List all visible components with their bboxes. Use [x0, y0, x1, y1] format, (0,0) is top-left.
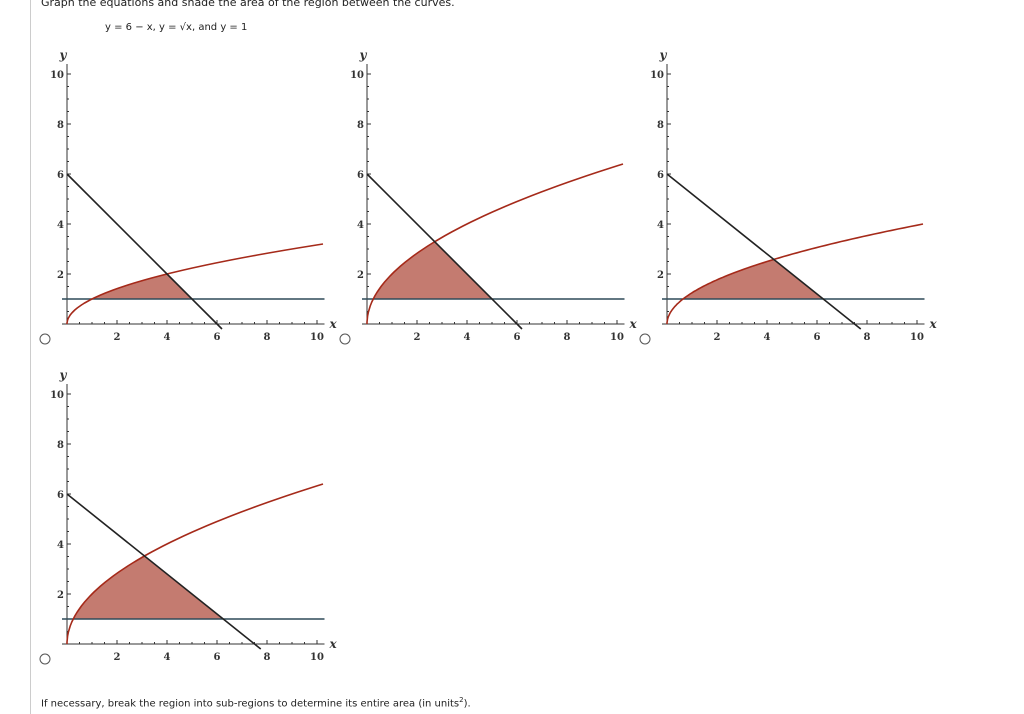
x-tick-label: 2 [114, 652, 121, 663]
x-tick-label: 8 [564, 332, 571, 343]
shaded-region [373, 241, 492, 299]
sqrt-curve [366, 163, 624, 324]
x-axis-label: x [329, 637, 338, 651]
x-tick-label: 10 [310, 332, 324, 343]
footer-text: If necessary, break the region into sub-… [41, 696, 471, 709]
y-tick-label: 10 [350, 70, 364, 81]
x-tick-label: 6 [214, 332, 221, 343]
x-tick-label: 4 [464, 332, 471, 343]
linear-line [666, 173, 862, 330]
x-tick-label: 4 [164, 332, 171, 343]
y-axis-label: y [59, 48, 68, 62]
x-tick-label: 8 [264, 652, 271, 663]
x-axis-label: x [329, 317, 338, 331]
linear-line [66, 493, 262, 650]
y-tick-label: 8 [357, 120, 364, 131]
y-tick-label: 10 [50, 70, 64, 81]
x-tick-label: 6 [214, 652, 221, 663]
x-tick-label: 2 [414, 332, 421, 343]
x-tick-label: 8 [264, 332, 271, 343]
y-tick-label: 8 [57, 440, 64, 451]
radio-option-4[interactable] [39, 653, 51, 665]
linear-line [66, 173, 223, 330]
y-tick-label: 10 [50, 390, 64, 401]
y-tick-label: 10 [650, 70, 664, 81]
y-tick-label: 6 [357, 170, 364, 181]
y-axis-label: y [359, 48, 368, 62]
y-tick-label: 2 [357, 270, 364, 281]
x-tick-label: 2 [114, 332, 121, 343]
y-tick-label: 4 [357, 220, 364, 231]
y-tick-label: 6 [657, 170, 664, 181]
shaded-region [92, 274, 192, 299]
footer-sup: 2 [459, 696, 464, 704]
radio-option-2[interactable] [339, 333, 351, 345]
sqrt-curve [66, 483, 324, 644]
radio-option-1[interactable] [39, 333, 51, 345]
y-tick-label: 2 [657, 270, 664, 281]
footer-main: If necessary, break the region into sub-… [41, 698, 460, 710]
x-tick-label: 10 [610, 332, 624, 343]
question-text: Graph the equations and shade the area o… [41, 0, 455, 9]
graph-option-2: 2 4 6 8 10 2 4 6 8 10 x y [339, 48, 638, 345]
graph-option-4: 2 4 6 8 10 2 4 6 8 10 x y [39, 368, 338, 665]
x-tick-label: 8 [864, 332, 871, 343]
left-divider [30, 0, 31, 714]
y-tick-label: 8 [57, 120, 64, 131]
x-tick-label: 4 [164, 652, 171, 663]
y-axis-label: y [59, 368, 68, 382]
footer-end: ). [463, 698, 471, 710]
graph-option-3: 2 4 6 8 10 2 4 6 8 10 x y [639, 48, 938, 345]
x-tick-label: 6 [514, 332, 521, 343]
y-tick-label: 8 [657, 120, 664, 131]
x-tick-label: 4 [764, 332, 771, 343]
y-tick-label: 2 [57, 270, 64, 281]
x-axis-label: x [629, 317, 638, 331]
equation-text: y = 6 − x, y = √x, and y = 1 [105, 22, 248, 33]
y-tick-label: 4 [57, 220, 64, 231]
y-tick-label: 2 [57, 590, 64, 601]
graph-option-1: 2 4 6 8 10 2 4 6 8 10 x y [39, 48, 338, 345]
x-tick-label: 10 [310, 652, 324, 663]
shaded-region [683, 259, 824, 299]
shaded-region [73, 556, 224, 619]
sqrt-curve [66, 243, 324, 324]
x-axis-label: x [929, 317, 938, 331]
y-tick-label: 4 [657, 220, 664, 231]
y-tick-label: 6 [57, 490, 64, 501]
radio-option-3[interactable] [639, 333, 651, 345]
y-axis-label: y [659, 48, 668, 62]
x-tick-label: 2 [714, 332, 721, 343]
x-tick-label: 6 [814, 332, 821, 343]
linear-line [366, 173, 523, 330]
y-tick-label: 6 [57, 170, 64, 181]
y-tick-label: 4 [57, 540, 64, 551]
sqrt-curve [666, 223, 924, 324]
x-tick-label: 10 [910, 332, 924, 343]
